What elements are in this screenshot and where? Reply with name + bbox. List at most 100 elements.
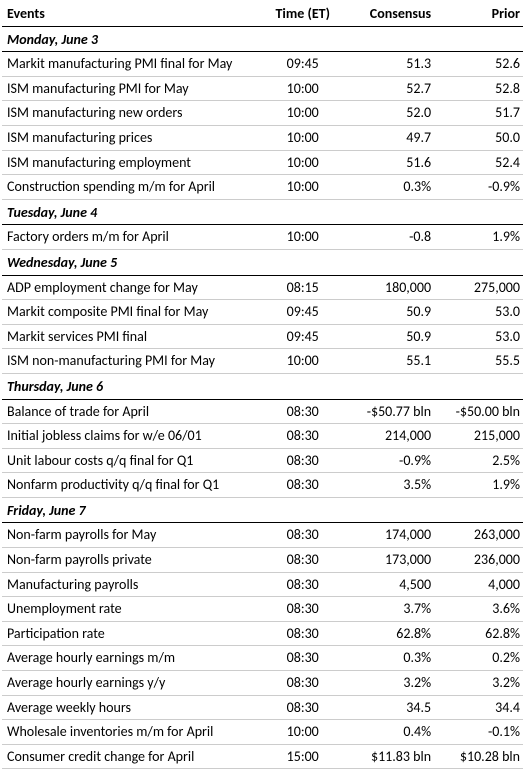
cell-consensus: 0.3% [347,175,436,200]
cell-consensus: 50.9 [347,324,436,349]
cell-time: 08:30 [258,523,347,548]
cell-event: Consumer credit change for April [2,744,258,769]
cell-consensus: $11.83 bln [347,744,436,769]
cell-time: 10:00 [258,720,347,745]
cell-time: 10:00 [258,175,347,200]
economic-events-table: Events Time (ET) Consensus Prior Monday,… [2,2,523,769]
cell-time: 08:30 [258,646,347,671]
cell-prior: 53.0 [436,300,523,325]
cell-event: Manufacturing payrolls [2,572,258,597]
cell-consensus: -$50.77 bln [347,399,436,424]
table-row: Consumer credit change for April15:00$11… [2,744,523,769]
cell-event: Construction spending m/m for April [2,175,258,200]
cell-time: 08:30 [258,621,347,646]
header-consensus: Consensus [347,2,436,26]
cell-prior: -0.1% [436,720,523,745]
cell-event: ISM manufacturing prices [2,125,258,150]
cell-consensus: 62.8% [347,621,436,646]
table-row: ISM manufacturing PMI for May10:0052.752… [2,76,523,101]
cell-event: Unemployment rate [2,597,258,622]
cell-time: 08:30 [258,424,347,449]
cell-event: Markit services PMI final [2,324,258,349]
cell-prior: 3.2% [436,671,523,696]
header-events: Events [2,2,258,26]
cell-time: 08:30 [258,548,347,573]
table-row: Markit manufacturing PMI final for May09… [2,52,523,77]
cell-consensus: -0.9% [347,448,436,473]
cell-consensus: 51.3 [347,52,436,77]
cell-consensus: 3.7% [347,597,436,622]
day-header-row: Tuesday, June 4 [2,199,523,225]
table-row: Non-farm payrolls private08:30173,000236… [2,548,523,573]
cell-event: ADP employment change for May [2,275,258,300]
cell-prior: 1.9% [436,225,523,250]
table-row: Unit labour costs q/q final for Q108:30-… [2,448,523,473]
day-header-row: Monday, June 3 [2,26,523,52]
cell-consensus: -0.8 [347,225,436,250]
table-row: ISM manufacturing employment10:0051.652.… [2,150,523,175]
table-row: Non-farm payrolls for May08:30174,000263… [2,523,523,548]
cell-prior: 51.7 [436,101,523,126]
cell-consensus: 0.3% [347,646,436,671]
cell-prior: 50.0 [436,125,523,150]
cell-prior: -$50.00 bln [436,399,523,424]
header-row: Events Time (ET) Consensus Prior [2,2,523,26]
cell-prior: 52.8 [436,76,523,101]
cell-event: Nonfarm productivity q/q final for Q1 [2,473,258,498]
cell-time: 10:00 [258,225,347,250]
cell-consensus: 3.2% [347,671,436,696]
cell-consensus: 50.9 [347,300,436,325]
cell-time: 08:30 [258,695,347,720]
cell-event: Factory orders m/m for April [2,225,258,250]
table-row: Construction spending m/m for April10:00… [2,175,523,200]
cell-time: 08:30 [258,597,347,622]
day-label: Friday, June 7 [2,497,523,523]
cell-time: 10:00 [258,125,347,150]
table-row: ISM non-manufacturing PMI for May10:0055… [2,349,523,374]
table-row: Participation rate08:3062.8%62.8% [2,621,523,646]
table-row: ADP employment change for May08:15180,00… [2,275,523,300]
cell-consensus: 55.1 [347,349,436,374]
cell-event: Wholesale inventories m/m for April [2,720,258,745]
cell-time: 10:00 [258,349,347,374]
cell-prior: 34.4 [436,695,523,720]
cell-prior: 236,000 [436,548,523,573]
cell-event: Initial jobless claims for w/e 06/01 [2,424,258,449]
cell-time: 09:45 [258,52,347,77]
cell-prior: 53.0 [436,324,523,349]
cell-prior: 3.6% [436,597,523,622]
cell-event: ISM non-manufacturing PMI for May [2,349,258,374]
cell-consensus: 174,000 [347,523,436,548]
cell-event: Participation rate [2,621,258,646]
cell-event: Average hourly earnings y/y [2,671,258,696]
cell-prior: 2.5% [436,448,523,473]
table-row: Initial jobless claims for w/e 06/0108:3… [2,424,523,449]
cell-time: 08:30 [258,473,347,498]
cell-time: 10:00 [258,76,347,101]
cell-time: 10:00 [258,150,347,175]
table-row: Balance of trade for April08:30-$50.77 b… [2,399,523,424]
day-header-row: Friday, June 7 [2,497,523,523]
cell-consensus: 214,000 [347,424,436,449]
header-prior: Prior [436,2,523,26]
cell-event: Average weekly hours [2,695,258,720]
day-label: Tuesday, June 4 [2,199,523,225]
cell-prior: 62.8% [436,621,523,646]
cell-time: 08:30 [258,572,347,597]
table-row: ISM manufacturing new orders10:0052.051.… [2,101,523,126]
cell-event: Average hourly earnings m/m [2,646,258,671]
cell-prior: 52.4 [436,150,523,175]
cell-event: Non-farm payrolls private [2,548,258,573]
table-row: Unemployment rate08:303.7%3.6% [2,597,523,622]
cell-consensus: 173,000 [347,548,436,573]
cell-consensus: 4,500 [347,572,436,597]
header-time: Time (ET) [258,2,347,26]
cell-time: 09:45 [258,324,347,349]
cell-prior: 275,000 [436,275,523,300]
cell-event: Non-farm payrolls for May [2,523,258,548]
cell-event: ISM manufacturing new orders [2,101,258,126]
day-header-row: Thursday, June 6 [2,373,523,399]
cell-prior: 4,000 [436,572,523,597]
cell-prior: 1.9% [436,473,523,498]
cell-consensus: 3.5% [347,473,436,498]
